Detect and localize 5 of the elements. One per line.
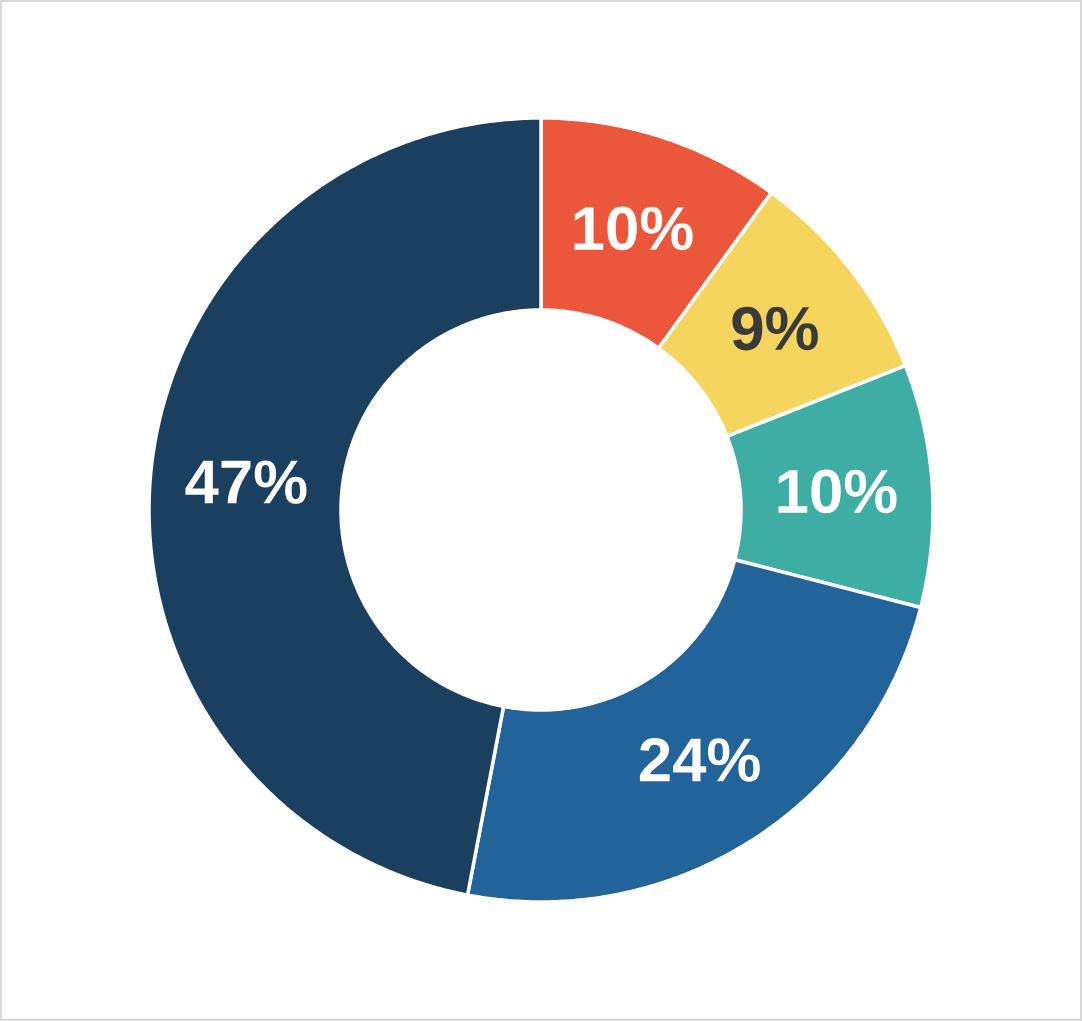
data-label: 9% bbox=[732, 306, 818, 351]
data-label: 10% bbox=[574, 206, 693, 251]
data-label: 47% bbox=[185, 460, 307, 504]
data-label: 24% bbox=[639, 738, 760, 782]
data-label: 10% bbox=[778, 469, 897, 514]
